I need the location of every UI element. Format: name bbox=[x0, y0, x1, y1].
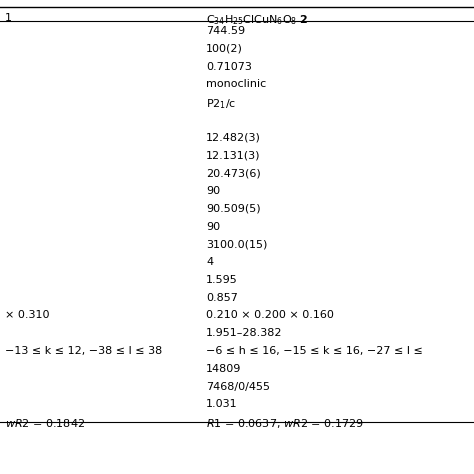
Text: 3100.0(15): 3100.0(15) bbox=[206, 239, 267, 249]
Text: 0.71073: 0.71073 bbox=[206, 62, 252, 72]
Text: 90: 90 bbox=[206, 186, 220, 196]
Text: 12.131(3): 12.131(3) bbox=[206, 151, 261, 161]
Text: 1.595: 1.595 bbox=[206, 275, 238, 285]
Text: 1: 1 bbox=[5, 13, 12, 23]
Text: $wR$2 = 0.1842: $wR$2 = 0.1842 bbox=[5, 417, 85, 429]
Text: 90.509(5): 90.509(5) bbox=[206, 204, 261, 214]
Text: 744.59: 744.59 bbox=[206, 26, 246, 36]
Text: 0.857: 0.857 bbox=[206, 293, 238, 303]
Text: 100(2): 100(2) bbox=[206, 44, 243, 54]
Text: $\mathrm{C_{34}H_{25}ClCuN_{6}O_{8}}$ $\mathbf{2}$: $\mathrm{C_{34}H_{25}ClCuN_{6}O_{8}}$ $\… bbox=[206, 13, 309, 27]
Text: 0.210 × 0.200 × 0.160: 0.210 × 0.200 × 0.160 bbox=[206, 310, 334, 320]
Text: −13 ≤ k ≤ 12, −38 ≤ l ≤ 38: −13 ≤ k ≤ 12, −38 ≤ l ≤ 38 bbox=[5, 346, 162, 356]
Text: 1.031: 1.031 bbox=[206, 399, 238, 410]
Text: 12.482(3): 12.482(3) bbox=[206, 133, 261, 143]
Text: 1.951–28.382: 1.951–28.382 bbox=[206, 328, 283, 338]
Text: × 0.310: × 0.310 bbox=[5, 310, 49, 320]
Text: −6 ≤ h ≤ 16, −15 ≤ k ≤ 16, −27 ≤ l ≤: −6 ≤ h ≤ 16, −15 ≤ k ≤ 16, −27 ≤ l ≤ bbox=[206, 346, 423, 356]
Text: 20.473(6): 20.473(6) bbox=[206, 168, 261, 178]
Text: $R$1 = 0.0637, $wR$2 = 0.1729: $R$1 = 0.0637, $wR$2 = 0.1729 bbox=[206, 417, 364, 430]
Text: 90: 90 bbox=[206, 222, 220, 232]
Text: monoclinic: monoclinic bbox=[206, 79, 266, 90]
Text: 4: 4 bbox=[206, 257, 213, 267]
Text: 7468/0/455: 7468/0/455 bbox=[206, 382, 270, 392]
Text: P2$_1$/c: P2$_1$/c bbox=[206, 97, 237, 111]
Text: 14809: 14809 bbox=[206, 364, 242, 374]
